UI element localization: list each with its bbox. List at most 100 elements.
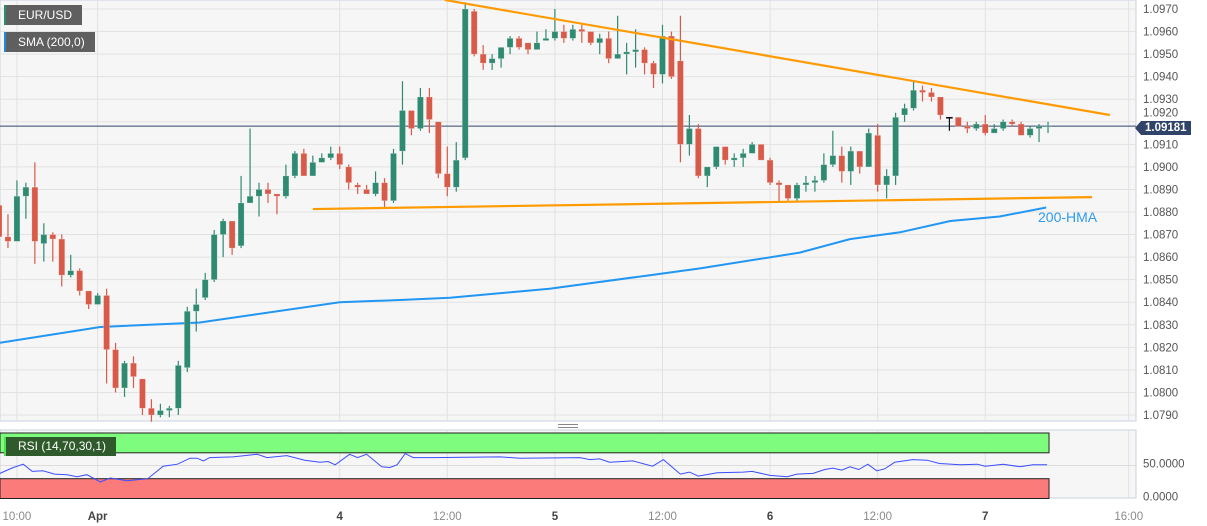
candle-body (479, 53, 487, 64)
candle-body (40, 234, 48, 244)
candle-body (1017, 123, 1025, 136)
candle-body (524, 42, 532, 50)
candle-body (829, 155, 837, 165)
price-tick-label: 1.0970 (1143, 4, 1178, 16)
candle (865, 128, 873, 168)
candle-body (318, 157, 326, 163)
main-panel[interactable] (0, 0, 1137, 422)
candle-body (632, 49, 639, 53)
candle (1044, 121, 1052, 134)
rsi-overbought-zone (0, 432, 1050, 454)
candle (390, 148, 397, 203)
candle-body (623, 51, 630, 55)
candle-body (874, 135, 881, 186)
candle-body (22, 186, 30, 197)
candle (937, 96, 944, 120)
price-tick-label: 1.0900 (1143, 162, 1178, 174)
candle-body (49, 234, 57, 240)
candle (981, 115, 989, 136)
time-tick-label: 7 (982, 511, 988, 523)
candle-body (372, 182, 379, 195)
candle-body (309, 162, 317, 177)
candle (632, 29, 639, 68)
candle-body (0, 204, 3, 238)
rsi-tick-label: 50.0000 (1143, 459, 1185, 471)
candle-body (775, 182, 783, 186)
candle (148, 399, 155, 422)
price-tick-label: 1.0860 (1143, 252, 1178, 264)
candle-body (551, 31, 559, 39)
candle (686, 115, 693, 156)
candle-body (452, 159, 460, 188)
axes: 1.0970 1.0960 1.0950 1.0940 1.0930 1.0920 1.09… (3, 4, 1185, 523)
candle (183, 306, 191, 373)
candle (309, 155, 317, 177)
candle-body (139, 378, 146, 409)
candle (712, 146, 720, 170)
candle-body (928, 92, 935, 98)
candle (58, 234, 66, 287)
candle (381, 178, 388, 208)
candle-body (712, 146, 720, 168)
candle (614, 15, 621, 59)
candle (946, 116, 953, 131)
candle (515, 36, 523, 50)
candle (766, 157, 774, 185)
candle (874, 124, 881, 192)
candle-body (802, 182, 810, 186)
time-tick-label: 16:00 (1114, 511, 1143, 523)
candle (318, 153, 326, 163)
price-tick-label: 1.0910 (1143, 139, 1178, 151)
candle (363, 184, 370, 195)
time-tick-label: 12:00 (648, 511, 677, 523)
candle (0, 204, 3, 238)
sma-legend[interactable]: SMA (200,0) (4, 32, 95, 52)
candle-body (354, 184, 361, 188)
candle (757, 144, 765, 161)
candle-body (264, 189, 272, 195)
price-tick-label: 1.0850 (1143, 275, 1178, 287)
price-tick-label: 1.0950 (1143, 49, 1178, 61)
candle (1026, 126, 1034, 138)
candle-body (614, 53, 621, 59)
candle-body (569, 28, 577, 39)
candle (972, 121, 980, 131)
candle-body (704, 166, 711, 177)
candle (596, 33, 604, 55)
candle-body (112, 349, 119, 389)
candle-body (175, 365, 182, 409)
time-tick-label: 12:00 (433, 511, 462, 523)
candle (793, 182, 801, 201)
candle-body (865, 132, 873, 168)
candle (524, 42, 532, 55)
candle-body (166, 407, 173, 411)
candle (605, 31, 612, 64)
candle-body (103, 295, 110, 350)
time-tick-label: 6 (767, 511, 773, 523)
candle-body (721, 146, 729, 161)
symbol-legend[interactable]: EUR/USD (4, 5, 83, 25)
candle (748, 142, 756, 154)
candle-body (739, 153, 747, 159)
candle (435, 121, 442, 179)
candle-body (183, 310, 191, 368)
candle (811, 175, 819, 192)
candle (130, 356, 137, 388)
candle (650, 60, 657, 88)
candle-body (981, 123, 989, 134)
candle (372, 171, 379, 197)
candle-body (695, 128, 702, 177)
candle-body (515, 38, 523, 48)
candle (470, 9, 478, 57)
panel-resize-handle-icon[interactable] (558, 424, 578, 431)
rsi-legend[interactable]: RSI (14,70,30,1) (4, 437, 117, 456)
hma-200-line (0, 206, 1047, 344)
candle-body (919, 89, 926, 93)
candle (497, 47, 505, 68)
price-tick-label: 1.0960 (1143, 27, 1178, 39)
candle-body (748, 144, 756, 154)
candle (659, 24, 666, 84)
candle (139, 378, 146, 415)
price-tick-label: 1.0930 (1143, 94, 1178, 106)
